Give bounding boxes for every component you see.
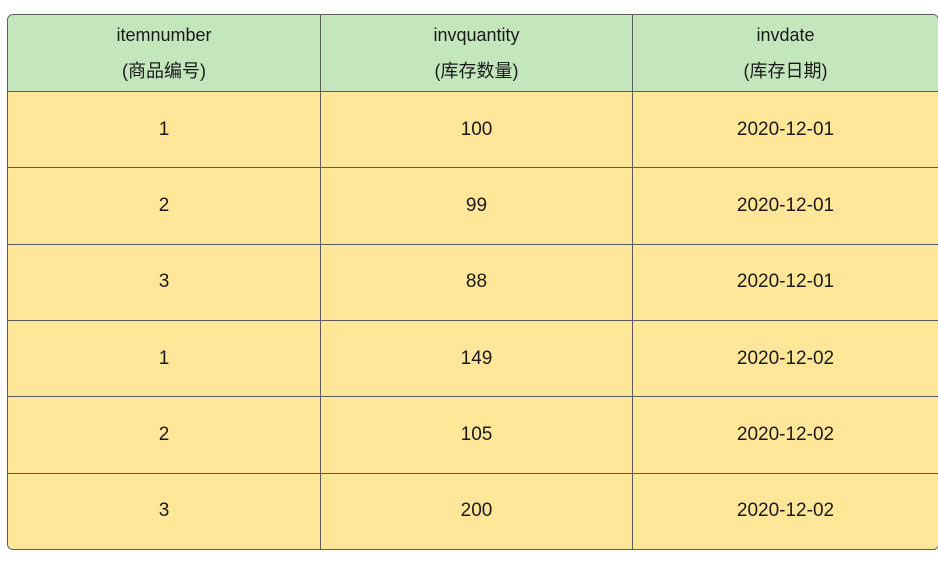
header-invquantity: invquantity (库存数量) bbox=[321, 15, 633, 92]
cell-invdate: 2020-12-02 bbox=[633, 320, 938, 398]
inventory-table: itemnumber (商品编号) invquantity (库存数量) inv… bbox=[7, 14, 938, 550]
table-row: 3 88 2020-12-01 bbox=[8, 244, 938, 321]
header-invdate-name: invdate bbox=[756, 25, 815, 45]
cell-invquantity: 99 bbox=[321, 168, 633, 245]
table-body: 1 100 2020-12-01 2 99 2020-12-01 3 88 20… bbox=[8, 92, 938, 549]
header-itemnumber: itemnumber (商品编号) bbox=[8, 15, 321, 92]
inventory-table-container: itemnumber (商品编号) invquantity (库存数量) inv… bbox=[7, 14, 938, 550]
cell-invquantity: 105 bbox=[321, 397, 633, 474]
cell-invdate: 2020-12-02 bbox=[633, 397, 938, 474]
header-itemnumber-sub: (商品编号) bbox=[122, 61, 206, 81]
table-row: 2 105 2020-12-02 bbox=[8, 397, 938, 474]
header-invdate-sub: (库存日期) bbox=[743, 61, 828, 81]
header-itemnumber-name: itemnumber bbox=[116, 25, 212, 45]
table-header: itemnumber (商品编号) invquantity (库存数量) inv… bbox=[8, 15, 938, 92]
cell-invquantity: 88 bbox=[321, 244, 633, 321]
cell-itemnumber: 2 bbox=[8, 397, 321, 474]
header-invdate: invdate (库存日期) bbox=[633, 15, 938, 92]
table-row: 1 100 2020-12-01 bbox=[8, 92, 938, 169]
cell-itemnumber: 1 bbox=[8, 320, 321, 398]
cell-invquantity: 100 bbox=[321, 92, 633, 169]
cell-invdate: 2020-12-01 bbox=[633, 244, 938, 321]
cell-invdate: 2020-12-01 bbox=[633, 92, 938, 169]
cell-invdate: 2020-12-02 bbox=[633, 473, 938, 549]
cell-invquantity: 200 bbox=[321, 473, 633, 549]
header-invquantity-sub: (库存数量) bbox=[434, 61, 519, 81]
cell-invdate: 2020-12-01 bbox=[633, 168, 938, 245]
cell-itemnumber: 1 bbox=[8, 92, 321, 169]
table-row: 3 200 2020-12-02 bbox=[8, 473, 938, 549]
cell-itemnumber: 3 bbox=[8, 473, 321, 549]
cell-itemnumber: 2 bbox=[8, 168, 321, 245]
header-row: itemnumber (商品编号) invquantity (库存数量) inv… bbox=[8, 15, 938, 92]
table-row: 2 99 2020-12-01 bbox=[8, 168, 938, 245]
cell-invquantity: 149 bbox=[321, 320, 633, 398]
cell-itemnumber: 3 bbox=[8, 244, 321, 321]
table-row: 1 149 2020-12-02 bbox=[8, 320, 938, 398]
header-invquantity-name: invquantity bbox=[433, 25, 520, 45]
